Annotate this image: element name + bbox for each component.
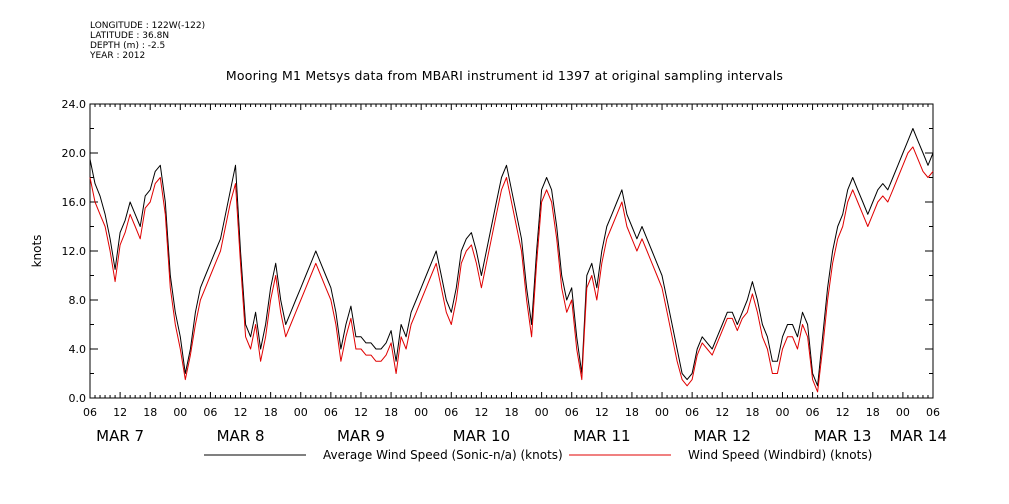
x-tick-label: 06 — [324, 406, 338, 419]
x-tick-label: 06 — [565, 406, 579, 419]
x-day-label: MAR 14 — [890, 427, 947, 445]
x-tick-label: 06 — [926, 406, 940, 419]
legend: Average Wind Speed (Sonic-n/a) (knots) Wi… — [204, 448, 872, 462]
x-tick-label: 06 — [203, 406, 217, 419]
x-tick-label: 18 — [384, 406, 398, 419]
x-tick-label: 00 — [775, 406, 789, 419]
series-line-windbird-wind-speed — [89, 146, 934, 393]
y-tick-label: 16.0 — [62, 196, 87, 209]
series-lines — [89, 128, 934, 393]
x-tick-label: 12 — [354, 406, 368, 419]
x-day-label: MAR 9 — [337, 427, 385, 445]
x-tick-label: 12 — [836, 406, 850, 419]
depth-text: DEPTH (m) : -2.5 — [90, 41, 166, 51]
series-line-average-wind-speed — [89, 128, 934, 387]
chart-title: Mooring M1 Metsys data from MBARI instru… — [225, 68, 784, 83]
x-day-label: MAR 12 — [694, 427, 751, 445]
y-tick-label: 4.0 — [69, 343, 87, 356]
x-tick-label: 18 — [625, 406, 639, 419]
y-tick-labels: 0.0 4.0 8.0 12.0 16.0 20.0 24.0 — [62, 98, 87, 405]
legend-label-average-wind-speed: Average Wind Speed (Sonic-n/a) (knots) — [323, 448, 563, 462]
x-tick-label: 00 — [896, 406, 910, 419]
x-tick-label: 06 — [83, 406, 97, 419]
x-tick-labels: 06 12 18 00 06 12 18 00 06 12 18 00 06 12 18 00 06 12 18 00… — [83, 406, 940, 419]
y-tick-label: 8.0 — [69, 294, 87, 307]
x-day-label: MAR 7 — [96, 427, 144, 445]
x-tick-label: 00 — [173, 406, 187, 419]
location-metadata: LONGITUDE : 122W(-122) LATITUDE : 36.8N … — [90, 21, 205, 61]
x-tick-label: 06 — [685, 406, 699, 419]
x-tick-label: 18 — [264, 406, 278, 419]
x-tick-label: 12 — [715, 406, 729, 419]
y-tick-label: 20.0 — [62, 147, 87, 160]
x-tick-label: 12 — [113, 406, 127, 419]
x-tick-label: 18 — [745, 406, 759, 419]
legend-label-windbird-wind-speed: Wind Speed (Windbird) (knots) — [688, 448, 872, 462]
y-tick-label: 0.0 — [69, 392, 87, 405]
y-tick-label: 12.0 — [62, 245, 87, 258]
x-day-label: MAR 10 — [453, 427, 510, 445]
x-tick-label: 18 — [143, 406, 157, 419]
x-tick-label: 06 — [444, 406, 458, 419]
x-tick-label: 06 — [806, 406, 820, 419]
x-tick-label: 00 — [294, 406, 308, 419]
latitude-text: LATITUDE : 36.8N — [90, 31, 170, 41]
x-tick-label: 12 — [595, 406, 609, 419]
year-text: YEAR : 2012 — [90, 51, 146, 61]
x-day-labels: MAR 7 MAR 8 MAR 9 MAR 10 MAR 11 MAR 12 MAR 13 M… — [96, 427, 947, 445]
x-tick-label: 18 — [866, 406, 880, 419]
x-tick-label: 18 — [505, 406, 519, 419]
x-day-label: MAR 13 — [814, 427, 871, 445]
y-axis-label: knots — [30, 235, 44, 268]
x-day-label: MAR 8 — [217, 427, 265, 445]
x-tick-label: 00 — [535, 406, 549, 419]
x-tick-label: 00 — [414, 406, 428, 419]
x-tick-label: 12 — [234, 406, 248, 419]
x-tick-label: 12 — [474, 406, 488, 419]
x-tick-label: 00 — [655, 406, 669, 419]
x-day-label: MAR 11 — [573, 427, 630, 445]
plot-frame — [89, 103, 934, 399]
y-tick-label: 24.0 — [62, 98, 87, 111]
longitude-text: LONGITUDE : 122W(-122) — [90, 21, 206, 31]
axis-ticks — [89, 103, 934, 399]
